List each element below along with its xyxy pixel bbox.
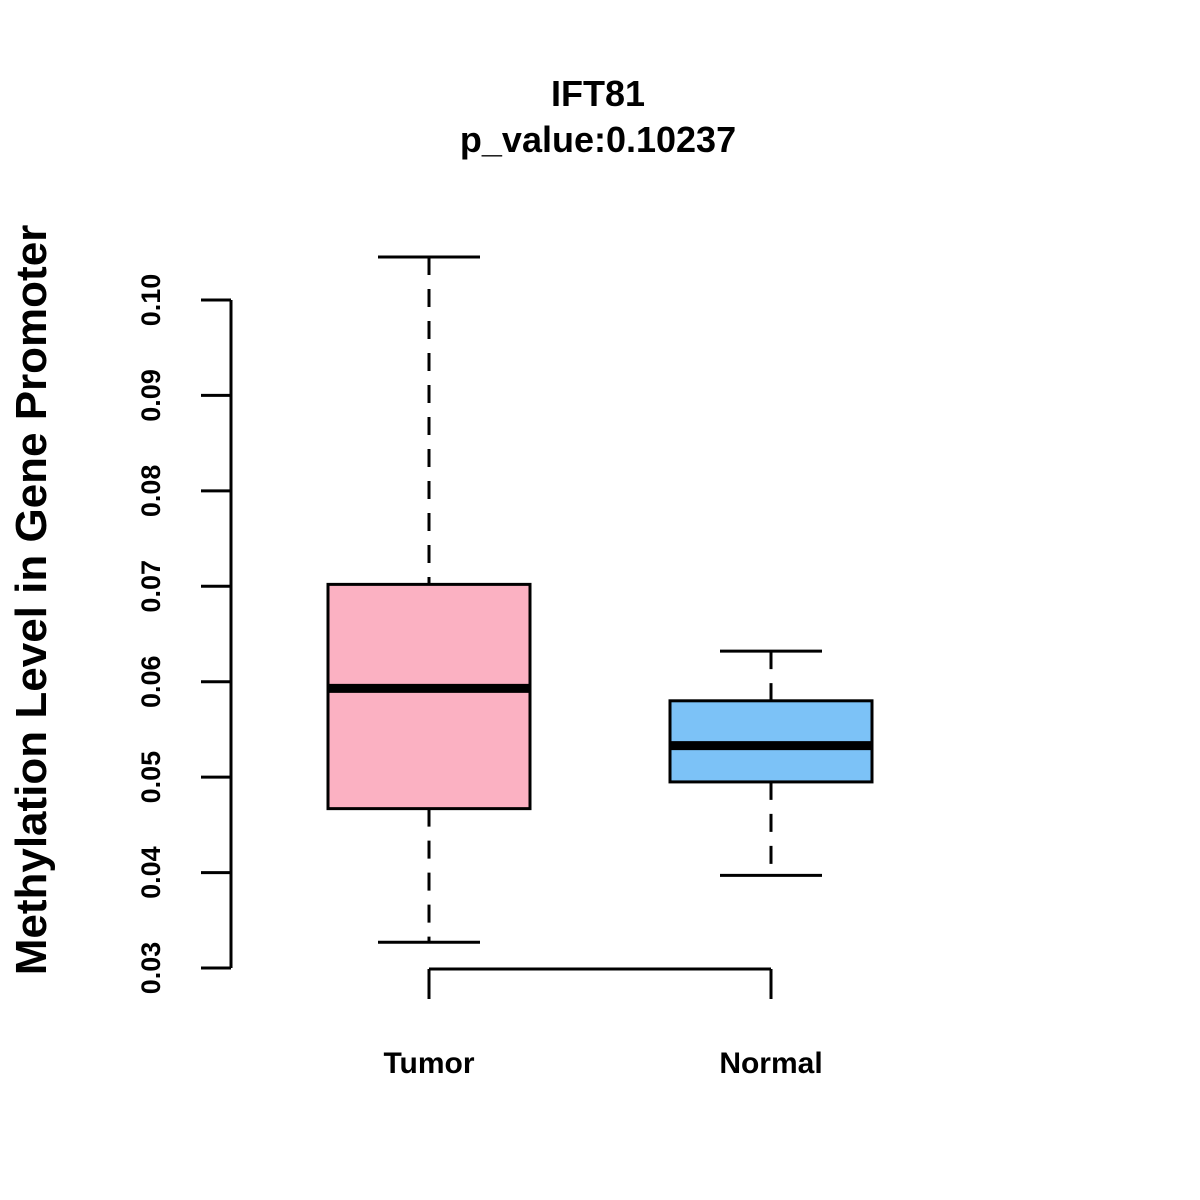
y-axis-title: Methylation Level in Gene Promoter [7, 225, 56, 976]
iqr-box [326, 582, 532, 811]
box-normal [668, 649, 874, 877]
chart-subtitle: p_value:0.10237 [460, 119, 736, 160]
y-tick-label: 0.06 [136, 655, 166, 708]
y-tick-label: 0.07 [136, 560, 166, 613]
y-tick-label: 0.08 [136, 465, 166, 518]
x-tick-label: Normal [719, 1047, 822, 1080]
y-tick-label: 0.10 [136, 274, 166, 327]
y-axis: 0.03 0.04 0.05 0.06 0.07 0.08 0.09 0.10 [136, 274, 233, 995]
x-axis: Tumor Normal [383, 967, 823, 1080]
chart-title: IFT81 [551, 73, 645, 114]
y-tick-label: 0.05 [136, 751, 166, 804]
y-tick-label: 0.09 [136, 369, 166, 422]
x-tick-label: Tumor [383, 1047, 474, 1080]
y-tick-label: 0.04 [136, 846, 166, 899]
y-tick-label: 0.03 [136, 942, 166, 995]
box-tumor [326, 255, 532, 944]
boxes-group [326, 255, 874, 944]
